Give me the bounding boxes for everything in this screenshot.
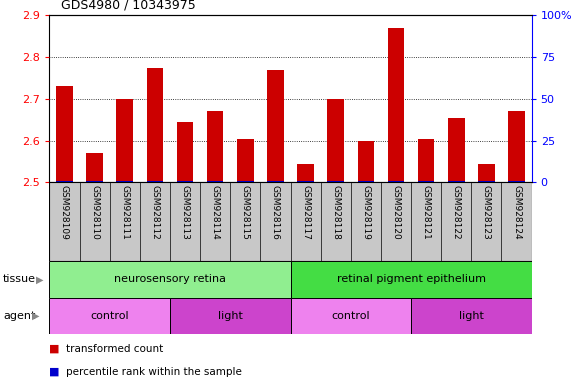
Text: light: light — [459, 311, 484, 321]
Bar — [237, 181, 253, 182]
Bar — [411, 298, 532, 334]
Bar — [478, 164, 494, 182]
Bar — [388, 181, 404, 182]
Bar — [237, 139, 253, 182]
Bar — [418, 139, 435, 182]
Text: control: control — [332, 311, 370, 321]
Bar — [297, 181, 314, 182]
Text: GSM928122: GSM928122 — [452, 185, 461, 239]
Text: ■: ■ — [49, 344, 60, 354]
Bar — [297, 164, 314, 182]
Text: GSM928115: GSM928115 — [241, 185, 250, 240]
Bar — [177, 122, 193, 182]
Bar — [357, 141, 374, 182]
Text: GSM928118: GSM928118 — [331, 185, 340, 240]
Bar — [49, 298, 170, 334]
Bar — [290, 261, 532, 298]
Bar — [508, 181, 525, 182]
Text: transformed count: transformed count — [66, 344, 163, 354]
Bar — [56, 181, 73, 182]
Bar — [388, 28, 404, 182]
Text: neurosensory retina: neurosensory retina — [114, 274, 226, 285]
Bar — [177, 181, 193, 182]
Text: GSM928109: GSM928109 — [60, 185, 69, 240]
Bar — [116, 99, 133, 182]
Text: GSM928111: GSM928111 — [120, 185, 129, 240]
Text: tissue: tissue — [3, 274, 36, 285]
Bar — [328, 181, 344, 182]
Text: light: light — [218, 311, 243, 321]
Bar — [508, 111, 525, 182]
Text: GSM928114: GSM928114 — [211, 185, 220, 240]
Bar — [328, 99, 344, 182]
Text: ■: ■ — [49, 366, 60, 377]
Bar — [87, 153, 103, 182]
Text: GSM928112: GSM928112 — [150, 185, 159, 240]
Bar — [207, 111, 224, 182]
Bar — [448, 181, 465, 182]
Text: GSM928117: GSM928117 — [301, 185, 310, 240]
Text: GSM928110: GSM928110 — [90, 185, 99, 240]
Text: GSM928124: GSM928124 — [512, 185, 521, 239]
Text: agent: agent — [3, 311, 35, 321]
Bar — [56, 86, 73, 182]
Text: ▶: ▶ — [32, 311, 40, 321]
Bar — [418, 181, 435, 182]
Bar — [49, 261, 290, 298]
Bar — [267, 70, 284, 182]
Text: percentile rank within the sample: percentile rank within the sample — [66, 366, 242, 377]
Text: GSM928121: GSM928121 — [422, 185, 431, 240]
Text: retinal pigment epithelium: retinal pigment epithelium — [336, 274, 486, 285]
Bar — [478, 181, 494, 182]
Text: ▶: ▶ — [36, 274, 44, 285]
Text: GSM928113: GSM928113 — [181, 185, 189, 240]
Bar — [116, 181, 133, 182]
Text: GSM928123: GSM928123 — [482, 185, 491, 240]
Bar — [170, 298, 290, 334]
Bar — [146, 68, 163, 182]
Text: GSM928119: GSM928119 — [361, 185, 370, 240]
Text: GSM928116: GSM928116 — [271, 185, 280, 240]
Text: GDS4980 / 10343975: GDS4980 / 10343975 — [61, 0, 196, 12]
Text: GSM928120: GSM928120 — [392, 185, 400, 240]
Bar — [357, 181, 374, 182]
Bar — [290, 298, 411, 334]
Bar — [267, 181, 284, 182]
Bar — [146, 181, 163, 182]
Bar — [87, 181, 103, 182]
Text: control: control — [91, 311, 129, 321]
Bar — [448, 118, 465, 182]
Bar — [207, 181, 224, 182]
